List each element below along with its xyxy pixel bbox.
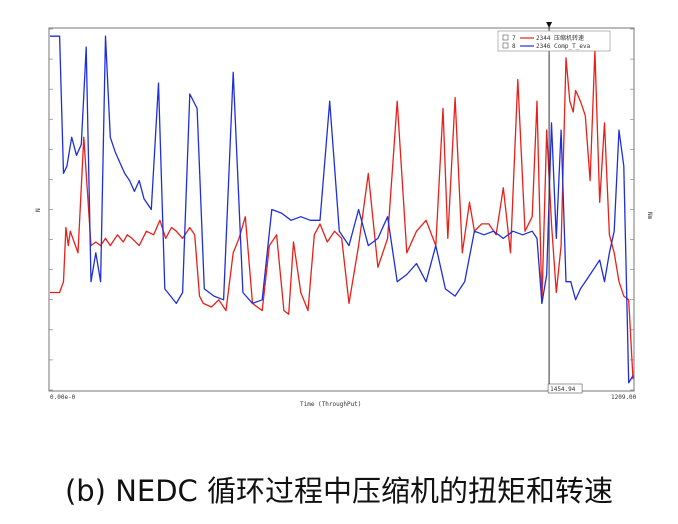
legend-checkbox-1[interactable] [502,34,509,41]
cursor-value-label: 1454.94 [550,386,576,393]
legend: 7 2344 压缩机转速 8 2346 Comp_T_eva [497,30,611,52]
series-layer [50,35,634,384]
chart-figure: N Nm 1454.94 0.00e-0 Time (ThroughPut) 1… [35,22,653,408]
time-cursor-marker[interactable] [546,22,553,28]
legend-index-1: 7 [512,35,516,42]
legend-entry-2: 2346 Comp_T_eva [536,43,591,50]
legend-checkbox-2[interactable] [502,42,509,49]
legend-entry-1: 2344 压缩机转速 [536,34,584,42]
plot-frame [48,27,635,392]
right-axis-label: Nm [646,212,653,220]
series-line-2 [50,35,634,384]
x-end-label: 1209.00 [611,394,637,401]
cursor-value-box [547,383,583,394]
x-axis-label: Time (ThroughPut) [300,401,361,408]
x-start-label: 0.00e-0 [50,394,76,401]
left-axis-label: N [35,208,42,212]
series-line-1 [50,50,634,380]
legend-index-2: 8 [512,43,516,50]
left-axis-ticks [49,28,53,391]
figure-caption: (b) NEDC 循环过程中压缩机的扭矩和转速 [64,474,614,508]
